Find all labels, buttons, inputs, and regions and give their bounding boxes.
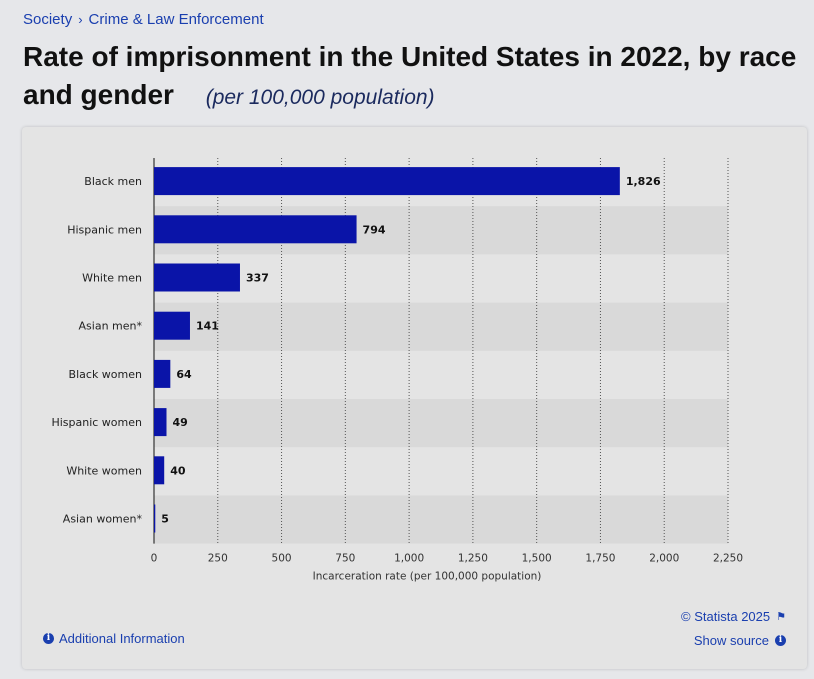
category-label: Asian women* (63, 513, 143, 526)
value-label: 337 (246, 272, 269, 285)
x-tick-label: 2,250 (713, 553, 743, 565)
show-source-link[interactable]: Show source i (694, 633, 786, 648)
bar (154, 408, 167, 437)
value-label: 141 (196, 320, 219, 333)
copyright-label: © Statista 2025 (681, 609, 771, 624)
bar (154, 263, 240, 292)
bar (154, 311, 190, 340)
show-source-label: Show source (693, 633, 769, 648)
additional-information-link[interactable]: i Additional Information (43, 631, 185, 646)
bar (154, 504, 156, 533)
category-label: White men (82, 272, 142, 285)
category-label: White women (66, 464, 142, 477)
row-band (154, 302, 728, 351)
breadcrumb-separator: › (78, 12, 83, 27)
info-icon: i (43, 633, 54, 644)
flag-icon[interactable]: ⚑ (776, 611, 786, 623)
x-tick-label: 750 (335, 553, 355, 565)
breadcrumb-society[interactable]: Society (23, 11, 73, 28)
additional-information-label: Additional Information (59, 631, 185, 646)
copyright: © Statista 2025 ⚑ (681, 609, 786, 624)
category-label: Asian men* (79, 320, 143, 333)
breadcrumb: Society › Crime & Law Enforcement (23, 11, 264, 28)
chart-subtitle: (per 100,000 population) (205, 86, 435, 109)
row-band (154, 399, 728, 448)
x-tick-label: 0 (151, 553, 158, 565)
bar (154, 359, 171, 388)
bar-chart: Black men 1,826 Hispanic men 794 White men 33… (51, 158, 743, 583)
value-label: 64 (176, 368, 192, 381)
x-tick-label: 2,000 (649, 553, 679, 565)
value-label: 40 (170, 464, 186, 477)
row-band (154, 495, 728, 544)
x-tick-label: 500 (272, 553, 292, 565)
x-tick-label: 250 (208, 553, 228, 565)
bar (154, 215, 357, 244)
chart-title: Rate of imprisonment in the United State… (23, 41, 797, 110)
info-icon: i (775, 635, 786, 646)
value-label: 5 (161, 513, 169, 526)
category-label: Black women (69, 368, 142, 381)
x-axis-label: Incarceration rate (per 100,000 populati… (313, 571, 542, 583)
x-tick-label: 1,500 (522, 553, 552, 565)
bar (154, 456, 165, 485)
value-label: 49 (173, 416, 188, 429)
page-title: Rate of imprisonment in the United State… (23, 38, 803, 117)
category-label: Hispanic men (67, 223, 142, 236)
value-label: 794 (363, 223, 386, 236)
value-label: 1,826 (626, 175, 661, 188)
x-tick-label: 1,000 (394, 553, 424, 565)
breadcrumb-crime-law[interactable]: Crime & Law Enforcement (88, 11, 264, 28)
category-label: Black men (84, 175, 142, 188)
x-tick-label: 1,750 (585, 553, 615, 565)
category-label: Hispanic women (51, 416, 142, 429)
x-tick-label: 1,250 (458, 553, 488, 565)
bar (154, 167, 620, 196)
